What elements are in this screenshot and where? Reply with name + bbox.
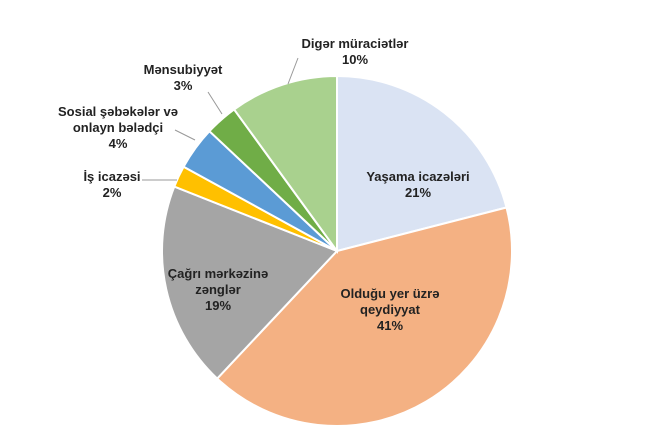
pie-slice <box>232 74 338 255</box>
leader-lines <box>142 57 299 181</box>
category-label: Çağrı mərkəzinə zənglər <box>167 266 269 297</box>
category-label: Mənsubiyyət <box>143 62 223 77</box>
category-label: Yaşama icazələri <box>366 169 470 184</box>
value-label: 4% <box>108 136 128 151</box>
leader-line <box>207 91 223 115</box>
pie-slice <box>336 74 508 253</box>
slice-label: Mənsubiyyət 3% <box>128 62 238 94</box>
slice-label: Sosial şəbəkələr və onlayn bələdçi 4% <box>38 104 198 152</box>
slice-label: İş icazəsi 2% <box>72 169 152 201</box>
value-label: 21% <box>404 185 432 200</box>
slice-label: Yaşama icazələri 21% <box>353 169 483 201</box>
leader-line <box>287 57 299 85</box>
category-label: Digər müraciətlər <box>301 36 409 51</box>
value-label: 10% <box>341 52 369 67</box>
value-label: 19% <box>204 298 232 313</box>
slice-label: Olduğu yer üzrə qeydiyyat 41% <box>315 286 465 334</box>
value-label: 2% <box>102 185 122 200</box>
category-label: Olduğu yer üzrə qeydiyyat <box>340 286 440 317</box>
value-label: 41% <box>376 318 404 333</box>
value-label: 3% <box>173 78 193 93</box>
slice-label: Çağrı mərkəzinə zənglər 19% <box>153 266 283 314</box>
category-label: Sosial şəbəkələr və onlayn bələdçi <box>58 104 178 135</box>
leader-line <box>174 129 196 141</box>
pie-slice <box>215 206 513 428</box>
category-label: İş icazəsi <box>83 169 141 184</box>
slice-label: Digər müraciətlər 10% <box>270 36 440 68</box>
